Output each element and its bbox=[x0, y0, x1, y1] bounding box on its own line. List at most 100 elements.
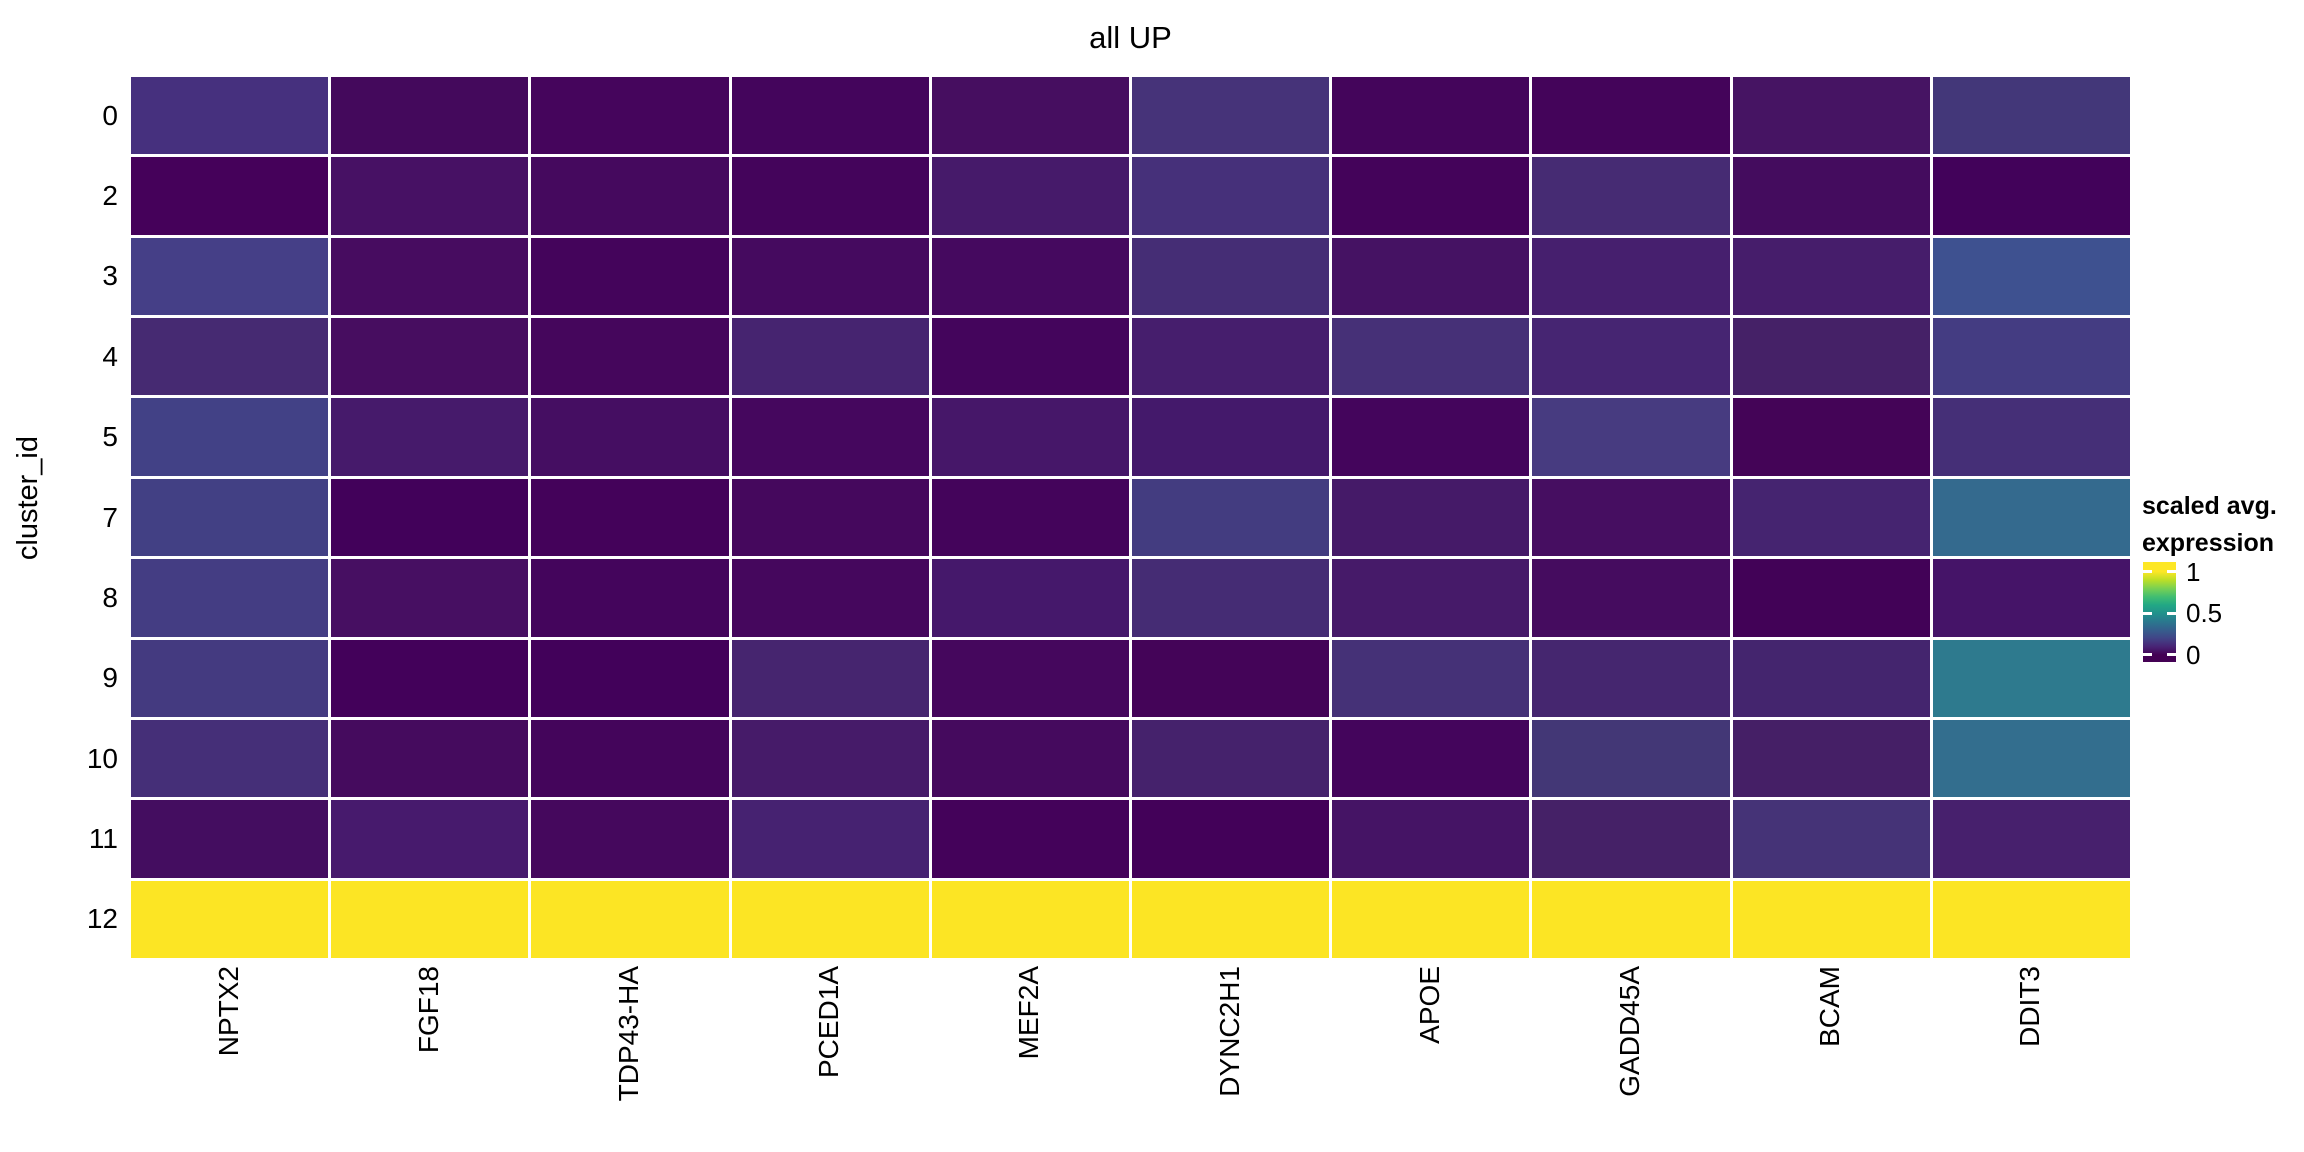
heatmap-cell bbox=[931, 237, 1129, 316]
heatmap-cell bbox=[531, 559, 729, 637]
legend-tick-mark bbox=[2143, 570, 2152, 574]
legend-tick-mark bbox=[2167, 653, 2176, 657]
y-tick-label: 5 bbox=[102, 421, 118, 453]
heatmap-cell bbox=[331, 398, 529, 476]
heatmap-cell bbox=[1532, 478, 1730, 557]
x-tick-label: APOE bbox=[1413, 966, 1445, 1044]
legend-tick-mark bbox=[2167, 570, 2176, 574]
heatmap-cell bbox=[731, 237, 929, 316]
heatmap-cell bbox=[1732, 237, 1930, 316]
heatmap-cell bbox=[1732, 880, 1930, 958]
legend-tick-mark bbox=[2143, 611, 2152, 615]
heatmap-cell bbox=[331, 880, 529, 958]
y-tick-label: 0 bbox=[102, 99, 118, 131]
heatmap-cell bbox=[931, 77, 1129, 155]
heatmap-cell bbox=[1532, 559, 1730, 637]
heatmap-cell bbox=[731, 157, 929, 235]
heatmap-cell bbox=[731, 639, 929, 717]
heatmap-cell bbox=[331, 639, 529, 717]
heatmap-cell bbox=[1732, 157, 1930, 235]
heatmap-cell bbox=[531, 800, 729, 878]
y-tick-label: 3 bbox=[102, 260, 118, 292]
heatmap-cell bbox=[1932, 318, 2130, 396]
heatmap-cell bbox=[331, 719, 529, 798]
heatmap-cell bbox=[1732, 639, 1930, 717]
heatmap-cell bbox=[131, 237, 329, 316]
heatmap-cell bbox=[331, 77, 529, 155]
y-axis-title: cluster_id bbox=[12, 436, 44, 561]
heatmap-cell bbox=[1131, 157, 1330, 235]
heatmap-cell bbox=[131, 318, 329, 396]
heatmap-cell bbox=[131, 639, 329, 717]
heatmap-cell bbox=[531, 478, 729, 557]
heatmap-cell bbox=[1131, 318, 1330, 396]
heatmap-cell bbox=[1932, 398, 2130, 476]
heatmap-cell bbox=[131, 478, 329, 557]
heatmap-cell bbox=[1532, 77, 1730, 155]
heatmap-cell bbox=[1932, 478, 2130, 557]
heatmap-cell bbox=[1932, 639, 2130, 717]
heatmap-cell bbox=[1131, 398, 1330, 476]
heatmap-cell bbox=[1732, 559, 1930, 637]
heatmap-cell bbox=[1131, 77, 1330, 155]
heatmap-cell bbox=[1332, 719, 1530, 798]
x-tick-label: GADD45A bbox=[1614, 966, 1645, 1097]
heatmap-cell bbox=[1332, 800, 1530, 878]
y-tick-label: 9 bbox=[102, 662, 118, 694]
heatmap-cell bbox=[1332, 398, 1530, 476]
heatmap-cell bbox=[1131, 478, 1330, 557]
heatmap-cell bbox=[1332, 237, 1530, 316]
heatmap-cell bbox=[1131, 880, 1330, 958]
legend-tick-label: 0.5 bbox=[2186, 598, 2223, 629]
legend: scaled avg. expression 1 0.5 0 bbox=[2140, 492, 2304, 742]
heatmap-cell bbox=[1932, 157, 2130, 235]
plot-title: all UP bbox=[1089, 20, 1172, 55]
heatmap-cell bbox=[1932, 719, 2130, 798]
heatmap-cell bbox=[1732, 77, 1930, 155]
heatmap-cell bbox=[131, 77, 329, 155]
heatmap-cell bbox=[931, 559, 1129, 637]
heatmap-cell bbox=[1332, 157, 1530, 235]
heatmap-cell bbox=[131, 398, 329, 476]
heatmap-cell bbox=[331, 800, 529, 878]
heatmap-cell bbox=[1532, 318, 1730, 396]
y-tick-label: 12 bbox=[86, 903, 118, 935]
y-tick-label: 8 bbox=[102, 581, 118, 613]
heatmap-cell bbox=[1532, 157, 1730, 235]
heatmap-cell bbox=[731, 719, 929, 798]
heatmap-grid bbox=[131, 77, 2130, 958]
heatmap-cell bbox=[1532, 719, 1730, 798]
heatmap-cell bbox=[931, 318, 1129, 396]
heatmap-cell bbox=[1932, 237, 2130, 316]
heatmap-cell bbox=[931, 157, 1129, 235]
heatmap-cell bbox=[1332, 318, 1530, 396]
heatmap-cell bbox=[1131, 639, 1330, 717]
heatmap-cell bbox=[1732, 800, 1930, 878]
heatmap-cell bbox=[531, 880, 729, 958]
heatmap-cell bbox=[931, 719, 1129, 798]
heatmap-cell bbox=[531, 639, 729, 717]
heatmap-cell bbox=[731, 77, 929, 155]
y-tick-label: 7 bbox=[102, 501, 118, 533]
heatmap-cell bbox=[531, 318, 729, 396]
heatmap-cell bbox=[1131, 800, 1330, 878]
heatmap-cell bbox=[1732, 398, 1930, 476]
heatmap-cell bbox=[1532, 639, 1730, 717]
y-tick-label: 10 bbox=[86, 742, 118, 774]
heatmap-cell bbox=[731, 478, 929, 557]
heatmap-cell bbox=[931, 800, 1129, 878]
heatmap-cell bbox=[331, 157, 529, 235]
heatmap-cell bbox=[731, 318, 929, 396]
heatmap-cell bbox=[131, 800, 329, 878]
heatmap-cell bbox=[531, 398, 729, 476]
heatmap-cell bbox=[1332, 880, 1530, 958]
legend-tick-mark bbox=[2143, 653, 2152, 657]
heatmap-cell bbox=[1732, 478, 1930, 557]
x-tick-label: TDP43-HA bbox=[613, 966, 644, 1102]
legend-tick-label: 0 bbox=[2186, 639, 2201, 670]
legend-tick-label: 1 bbox=[2186, 556, 2201, 587]
heatmap-cell bbox=[331, 478, 529, 557]
heatmap-cell bbox=[1532, 237, 1730, 316]
y-tick-label: 2 bbox=[102, 180, 118, 212]
